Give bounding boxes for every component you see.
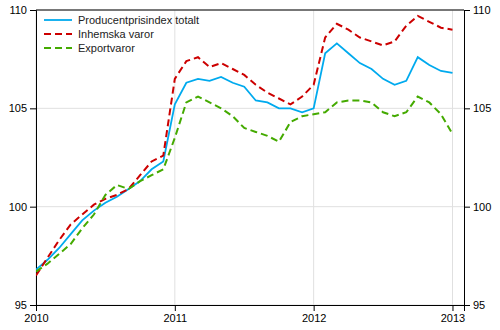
x-axis-tick: 2013 [441,305,465,324]
x-axis-tick: 2012 [302,305,326,324]
x-axis-tick-label: 2012 [302,312,326,324]
x-axis-tick-mark [452,305,453,311]
y2-axis-tick-mark [464,305,470,306]
y-axis-tick-mark [30,207,36,208]
plot: 2010 2011 2012 2013 95 100 105 110 95 100 105 110 Pr… [9,4,492,324]
y2-axis-tick-label: 95 [473,299,485,311]
y-axis-tick-label: 105 [9,102,27,114]
y-axis-tick: 100 [9,201,36,213]
x-axis-tick-mark [314,305,315,311]
grid-line-x [174,10,175,305]
legend-swatch [44,47,72,49]
y-axis-tick-label: 100 [9,201,27,213]
legend-item: Producentprisindex totalt [44,14,199,26]
y-axis-tick-mark [30,305,36,306]
chart: 2010 2011 2012 2013 95 100 105 110 95 100 105 110 Pr… [0,0,500,330]
lines [36,16,452,276]
y-axis-tick-mark [30,10,36,11]
legend-item: Inhemska varor [44,28,154,40]
y-axis: 95 100 105 110 [9,4,37,311]
x-axis-tick-label: 2011 [163,312,187,324]
series-line [36,43,452,269]
frame-top [36,10,464,11]
y-axis-tick-label: 95 [15,299,27,311]
legend-item: Exportvaror [44,42,135,54]
y2-axis: 95 100 105 110 [464,4,491,311]
y-axis-tick: 110 [9,4,36,16]
legend: Producentprisindex totalt Inhemska varor E… [44,14,199,54]
legend-label: Exportvaror [78,42,135,54]
y2-axis-tick: 105 [464,102,491,114]
legend-label: Producentprisindex totalt [78,14,199,26]
y-axis-tick-mark [30,108,36,109]
x-axis-tick: 2011 [163,305,187,324]
x-axis-tick-label: 2010 [24,312,48,324]
y2-axis-tick-mark [464,10,470,11]
y2-axis-tick-label: 100 [473,201,491,213]
y2-axis-tick: 95 [464,299,485,311]
y2-axis-tick-label: 105 [473,102,491,114]
y-axis-line [30,11,37,306]
x-axis-line [37,306,465,312]
y2-axis-line [465,11,471,306]
x-axis: 2010 2011 2012 2013 [24,305,465,324]
legend-swatch [44,19,72,21]
x-axis-tick-mark [175,305,176,311]
y2-axis-tick-mark [464,207,470,208]
grid [36,10,464,305]
legend-label: Inhemska varor [78,28,154,40]
series-line [36,16,452,276]
x-axis-tick: 2010 [24,305,48,324]
y-axis-tick-label: 110 [9,4,27,16]
grid-line-x [313,10,314,305]
grid-line-y [36,10,464,11]
legend-swatch [44,33,72,35]
y-axis-tick: 105 [9,102,36,114]
grid-line-y [36,108,464,109]
y2-axis-tick: 100 [464,201,491,213]
y2-axis-tick-label: 110 [473,4,491,16]
x-axis-tick-label: 2013 [441,312,465,324]
y2-axis-tick: 110 [464,4,491,16]
series-line [36,97,452,272]
y-axis-tick: 95 [15,299,36,311]
grid-line-x [452,10,453,305]
y2-axis-tick-mark [464,108,470,109]
